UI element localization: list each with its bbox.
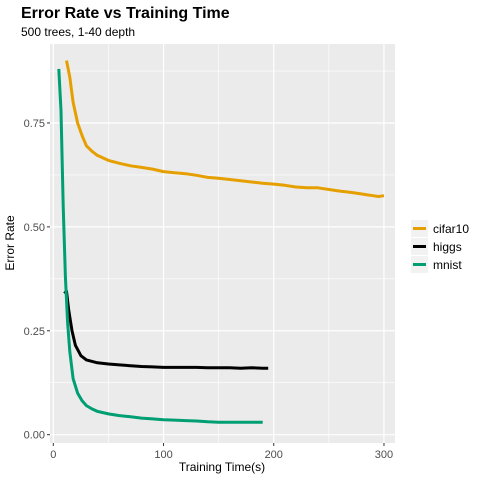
y-tick-label: 0.50 <box>24 222 45 234</box>
legend-label-mnist: mnist <box>433 258 462 272</box>
y-tick-label: 0.75 <box>24 118 45 130</box>
legend-label-cifar10: cifar10 <box>433 222 469 236</box>
x-tick-label: 200 <box>265 449 283 461</box>
axis-layer: 0 100 200 300 0.00 0.25 0.50 0.75 <box>24 118 394 461</box>
x-tick-label: 100 <box>154 449 172 461</box>
legend: cifar10 higgs mnist <box>411 220 469 273</box>
x-tick-label: 300 <box>375 449 393 461</box>
series-line-higgs <box>63 289 269 370</box>
plot-panel <box>50 44 395 443</box>
x-tick-label: 0 <box>50 449 56 461</box>
legend-label-higgs: higgs <box>433 240 462 254</box>
chart-subtitle: 500 trees, 1-40 depth <box>21 25 135 39</box>
grid-layer <box>50 44 395 443</box>
chart-title: Error Rate vs Training Time <box>21 5 230 22</box>
series-line-cifar10 <box>65 60 385 198</box>
y-tick-label: 0.25 <box>24 326 45 338</box>
y-axis-title: Error Rate <box>3 215 17 271</box>
y-tick-label: 0.00 <box>24 430 45 442</box>
series-layer <box>57 60 385 424</box>
series-line-mnist <box>57 68 263 424</box>
x-axis-title: Training Time(s) <box>179 460 265 474</box>
